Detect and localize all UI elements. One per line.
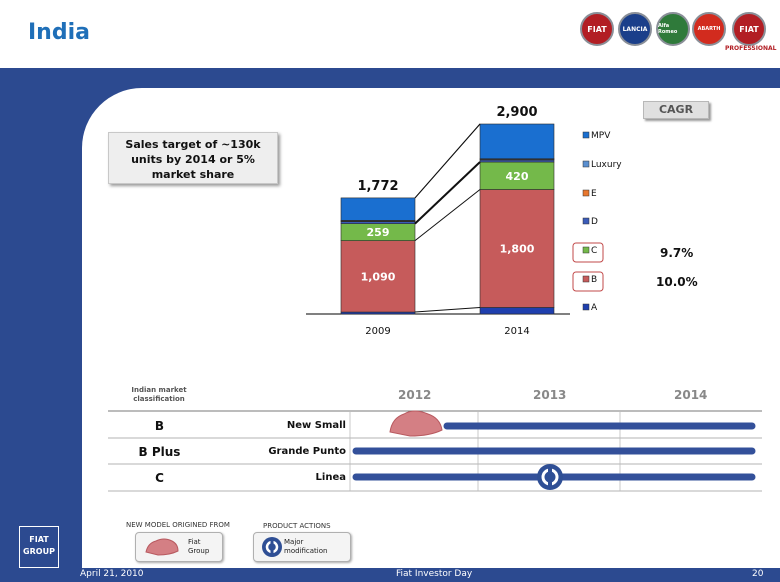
model-linea: Linea	[315, 472, 346, 483]
fiat-group-logo: FIAT GROUP	[19, 526, 59, 568]
year-2014: 2014	[674, 388, 708, 402]
bar-mpv-2014	[479, 123, 555, 160]
year-2013: 2013	[533, 388, 567, 402]
major-modification-icon	[537, 464, 563, 490]
data-label-b-2014: 1,800	[500, 242, 535, 255]
product-actions-caption: PRODUCT ACTIONS	[263, 522, 331, 530]
legend-label-e: E	[591, 189, 597, 199]
new-model-legend-text: Fiat Group	[188, 538, 210, 555]
legend-label-mpv: MPV	[591, 131, 611, 141]
market-classification-header: Indian market classification	[131, 386, 187, 403]
professional-label: PROFESSIONAL	[725, 45, 777, 52]
legend-swatch-mpv	[582, 131, 590, 139]
data-label-c-2009: 259	[367, 226, 390, 239]
new-model-car-icon	[389, 410, 443, 437]
fiat-logo-icon: FIAT	[580, 12, 614, 46]
modification-icon	[262, 537, 282, 557]
legend-label-b: B	[591, 275, 597, 285]
total-label-2014: 2,900	[496, 105, 537, 120]
bar-b-2009	[340, 240, 416, 313]
class-c-label: C	[155, 471, 164, 485]
fiat-professional-logo-icon: FIAT	[732, 12, 766, 46]
footer-event: Fiat Investor Day	[396, 569, 473, 579]
sales-target-callout: Sales target of ~130k units by 2014 or 5…	[108, 132, 278, 184]
footer-page-number: 20	[752, 569, 764, 579]
legend-label-luxury: Luxury	[591, 160, 622, 170]
legend-swatch-b	[582, 275, 590, 283]
legend-label-a: A	[591, 303, 598, 313]
model-grande-punto: Grande Punto	[268, 446, 346, 457]
model-new-small: New Small	[286, 420, 346, 431]
data-label-b-2009: 1,090	[361, 270, 396, 283]
connector-c	[414, 161, 481, 225]
connector-total	[414, 123, 481, 199]
footer: April 21, 2010 Fiat Investor Day 20	[0, 567, 780, 582]
legend-highlight-c	[572, 242, 604, 263]
total-label-2009: 1,772	[357, 179, 398, 194]
page-title: India	[28, 20, 90, 45]
class-b-plus-label: B Plus	[138, 445, 181, 459]
product-action-legend-text: Major modification	[284, 538, 328, 555]
bar-mpv-2009	[340, 197, 416, 221]
car-icon	[145, 538, 179, 556]
cagr-c-value: 9.7%	[660, 246, 694, 260]
new-model-legend-box: Fiat Group	[135, 532, 223, 562]
legend-highlight-b	[572, 271, 604, 292]
legend-swatch-a	[582, 303, 590, 311]
x-tick-2009: 2009	[365, 326, 390, 337]
new-model-caption: NEW MODEL ORIGINED FROM	[126, 521, 230, 529]
legend-label-d: D	[591, 217, 598, 227]
cagr-label: CAGR	[643, 101, 709, 119]
connector-b	[414, 189, 481, 242]
connector-a	[414, 306, 481, 313]
alfa-romeo-logo-icon: Alfa Romeo	[656, 12, 690, 46]
product-action-legend-box: Major modification	[253, 532, 351, 562]
data-label-c-2014: 420	[506, 170, 529, 183]
lancia-logo-icon: LANCIA	[618, 12, 652, 46]
cagr-b-value: 10.0%	[656, 275, 698, 289]
footer-date: April 21, 2010	[80, 569, 144, 579]
bar-c-2014	[479, 161, 555, 190]
legend-swatch-d	[582, 217, 590, 225]
bar-b-2014	[479, 189, 555, 308]
abarth-logo-icon: ABARTH	[692, 12, 726, 46]
legend-swatch-e	[582, 189, 590, 197]
brand-logos: FIAT LANCIA Alfa Romeo ABARTH FIAT PROFE…	[580, 12, 777, 54]
legend-label-c: C	[591, 246, 597, 256]
legend-swatch-luxury	[582, 160, 590, 168]
year-2012: 2012	[398, 388, 432, 402]
class-b-label: B	[154, 419, 165, 433]
legend-swatch-c	[582, 246, 590, 254]
x-tick-2014: 2014	[504, 326, 529, 337]
